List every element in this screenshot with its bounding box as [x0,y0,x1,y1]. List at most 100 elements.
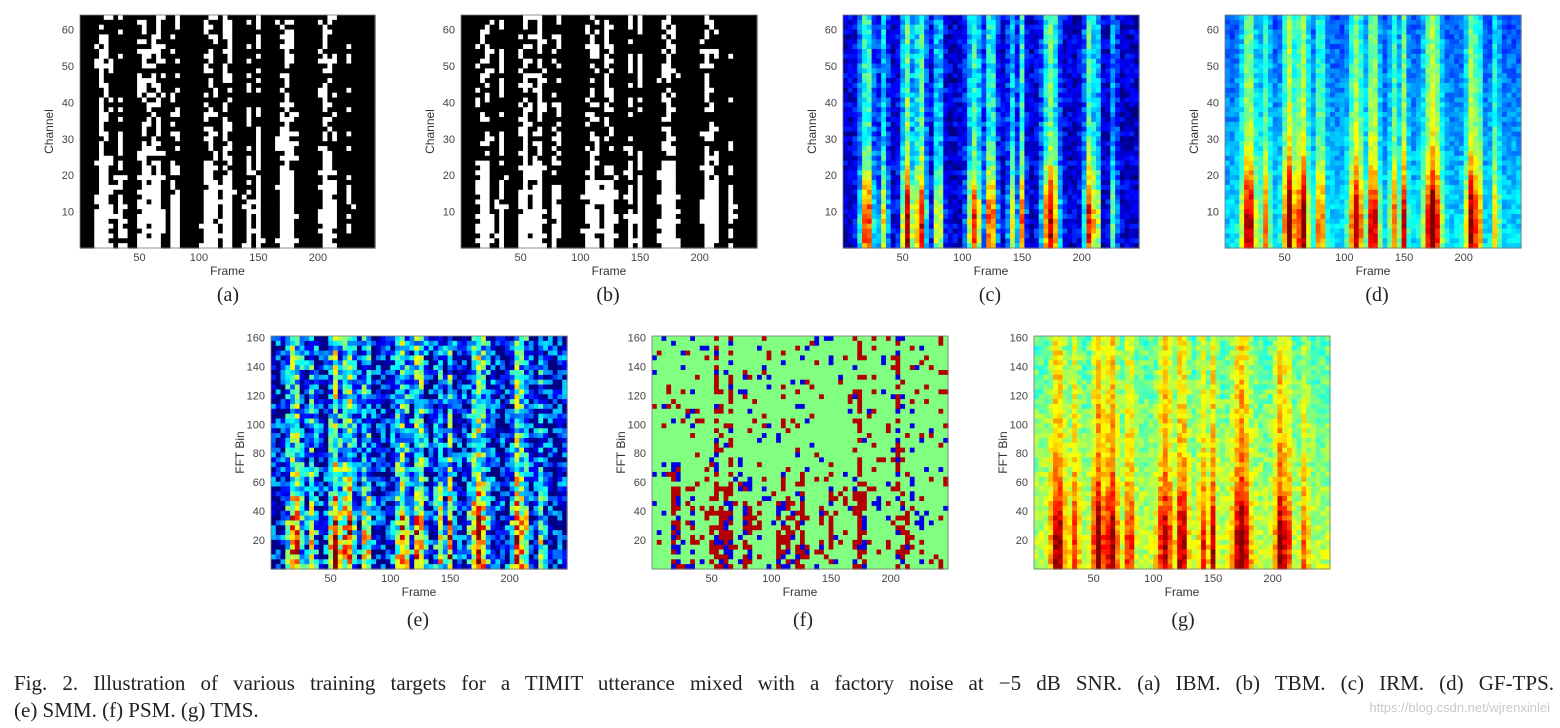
x-tick-label-g: 50 [1088,573,1100,585]
x-tick-label-d: 200 [1455,252,1473,264]
y-tick-label-d: 40 [1207,97,1219,109]
y-axis-label-f: FFT Bin [614,431,628,473]
y-tick-label-g: 120 [1010,390,1028,402]
caption-line-1: Fig. 2. Illustration of various training… [14,670,1554,697]
y-tick-label-a: 40 [62,97,74,109]
y-tick-label-f: 160 [628,332,646,344]
caption-line-2: (e) SMM. (f) PSM. (g) TMS. [14,697,1554,724]
subfigure-label-e: (e) [407,609,429,632]
panel-e: 50 100 150 200 20 40 60 80 100 120 140 160 Frame FFT … [0,0,580,640]
panel-b: 50 100 150 200 10 20 30 40 50 60 Frame Channel (b) [0,0,770,310]
y-tick-label-b: 20 [443,170,455,182]
y-tick-label-g: 60 [1016,477,1028,489]
y-tick-label-f: 100 [628,419,646,431]
x-tick-label-f: 200 [882,573,900,585]
subfigure-label-c: (c) [979,284,1001,307]
y-tick-label-e: 80 [253,448,265,460]
panel-d: 50 100 150 200 10 20 30 40 50 60 Frame Channel (d) [0,0,1540,310]
x-tick-label-b: 150 [631,252,649,264]
x-tick-label-e: 50 [325,573,337,585]
plot-frame-e [270,335,568,570]
heatmap-cells-f [652,336,949,570]
y-tick-label-g: 160 [1010,332,1028,344]
subfigure-label-d: (d) [1365,284,1388,307]
y-axis-label-c: Channel [805,109,819,154]
y-tick-label-b: 30 [443,134,455,146]
x-tick-label-d: 150 [1395,252,1413,264]
y-tick-label-f: 60 [634,477,646,489]
y-tick-label-a: 60 [62,25,74,37]
x-tick-label-a: 150 [249,252,267,264]
figure-caption: Fig. 2. Illustration of various training… [14,670,1554,724]
plot-frame-c [842,14,1140,249]
panel-f: 50 100 150 200 20 40 60 80 100 120 140 160 Frame FFT … [614,332,949,632]
x-tick-label-e: 200 [501,573,519,585]
heatmap-chart-g: 50 100 150 200 20 40 60 80 100 120 140 160 Frame FFT … [996,332,1331,599]
y-tick-label-b: 50 [443,61,455,73]
heatmap-chart-a: 50 100 150 200 10 20 30 40 50 60 Frame Channel [42,14,376,278]
x-tick-label-c: 150 [1013,252,1031,264]
y-axis-label-a: Channel [42,109,56,154]
y-tick-label-g: 40 [1016,506,1028,518]
x-tick-label-b: 200 [691,252,709,264]
heatmap-cells-e [271,336,568,570]
y-tick-label-c: 60 [825,25,837,37]
x-tick-label-c: 100 [953,252,971,264]
y-tick-label-f: 40 [634,506,646,518]
x-axis-label-c: Frame [974,264,1009,278]
y-tick-label-f: 80 [634,448,646,460]
plot-frame-d [1224,14,1522,249]
x-axis-label-g: Frame [1165,585,1200,599]
y-tick-label-e: 100 [247,419,265,431]
x-tick-label-e: 100 [381,573,399,585]
x-tick-label-d: 50 [1279,252,1291,264]
y-tick-label-c: 40 [825,97,837,109]
y-tick-label-b: 40 [443,97,455,109]
x-axis-label-b: Frame [592,264,627,278]
panel-g: 50 100 150 200 20 40 60 80 100 120 140 160 Frame FFT … [996,332,1331,632]
x-tick-label-a: 100 [190,252,208,264]
plot-frame-a [79,14,376,249]
y-tick-label-c: 10 [825,207,837,219]
y-tick-label-g: 20 [1016,535,1028,547]
y-axis-label-e: FFT Bin [233,431,247,473]
subfigure-label-f: (f) [793,609,813,632]
y-tick-label-e: 160 [247,332,265,344]
y-tick-label-f: 140 [628,361,646,373]
x-tick-label-f: 100 [762,573,780,585]
subfigure-label-g: (g) [1171,609,1194,632]
y-tick-label-c: 20 [825,170,837,182]
plot-frame-g [1033,335,1331,570]
x-tick-label-g: 150 [1204,573,1222,585]
y-tick-label-f: 20 [634,535,646,547]
watermark: https://blog.csdn.net/wjrenxinlei [1369,700,1550,715]
x-tick-label-b: 50 [515,252,527,264]
y-tick-label-d: 30 [1207,134,1219,146]
y-tick-label-a: 30 [62,134,74,146]
y-tick-label-e: 20 [253,535,265,547]
y-axis-label-d: Channel [1187,109,1201,154]
heatmap-chart-c: 50 100 150 200 10 20 30 40 50 60 Frame Channel [805,14,1140,278]
y-tick-label-b: 60 [443,25,455,37]
y-tick-label-d: 50 [1207,61,1219,73]
y-tick-label-e: 60 [253,477,265,489]
y-tick-label-c: 30 [825,134,837,146]
panel-c: 50 100 150 200 10 20 30 40 50 60 Frame Channel (c) [0,0,1150,310]
x-tick-label-e: 150 [441,573,459,585]
x-tick-label-c: 200 [1073,252,1091,264]
y-tick-label-d: 20 [1207,170,1219,182]
subfigure-label-b: (b) [596,284,619,307]
y-tick-label-d: 10 [1207,207,1219,219]
y-tick-label-a: 50 [62,61,74,73]
y-tick-label-b: 10 [443,207,455,219]
y-tick-label-a: 20 [62,170,74,182]
x-tick-label-f: 50 [706,573,718,585]
heatmap-cells-g [1034,336,1331,570]
heatmap-cells-b [461,15,758,249]
y-axis-label-g: FFT Bin [996,431,1010,473]
panel-a: 50 100 150 200 10 20 30 40 50 60 Frame Channel (a) [0,0,390,310]
x-tick-label-g: 200 [1264,573,1282,585]
x-axis-label-f: Frame [783,585,818,599]
y-tick-label-g: 100 [1010,419,1028,431]
heatmap-chart-f: 50 100 150 200 20 40 60 80 100 120 140 160 Frame FFT … [614,332,949,599]
